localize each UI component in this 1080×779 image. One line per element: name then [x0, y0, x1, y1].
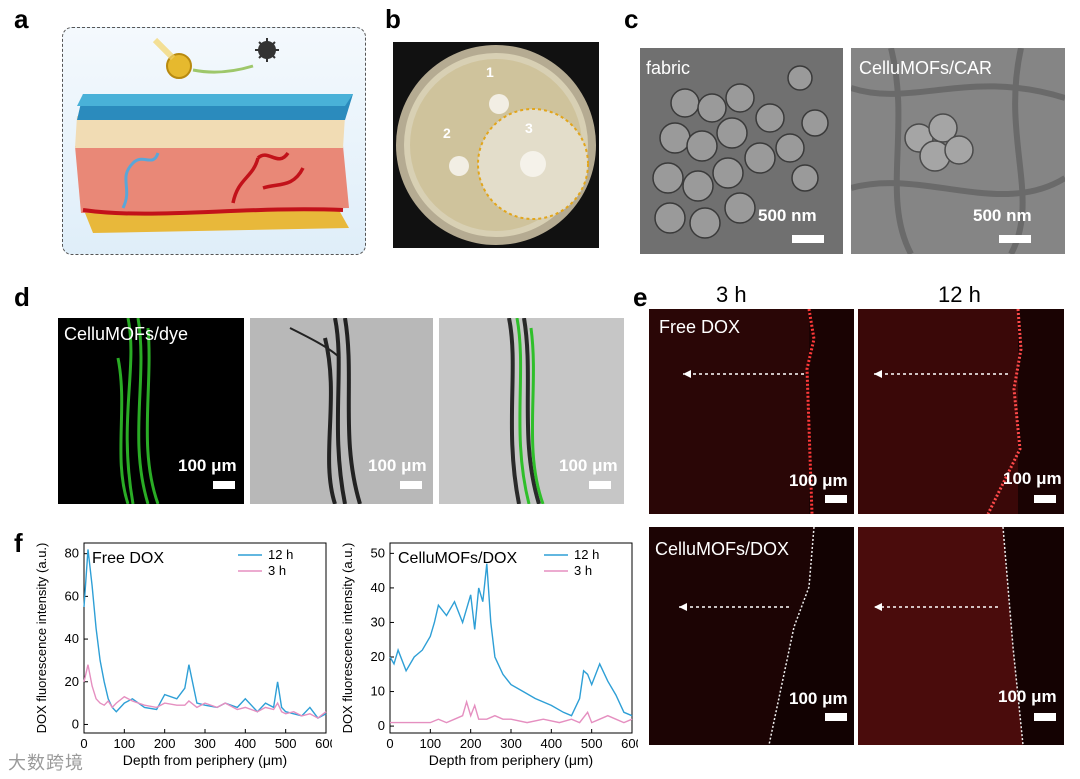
series-line-3h: [83, 664, 327, 719]
x-tick-label: 0: [80, 736, 87, 751]
fluorescence-image: CelluMOFs/dye 100 μm: [58, 318, 244, 504]
y-tick-label: 0: [72, 716, 79, 731]
x-tick-label: 0: [386, 736, 393, 751]
sem-cellumofs-car-image: CelluMOFs/CAR 500 nm: [851, 48, 1065, 254]
sem-cellumofs-car-caption: CelluMOFs/CAR: [859, 58, 993, 78]
sem-fabric-scale-label: 500 nm: [758, 206, 817, 225]
chart-cellumofs-dox: 0 100 200 300 400 500 600 0 10 20 30 40 50 Depth from…: [340, 542, 638, 768]
panel-label-a: a: [14, 4, 29, 34]
x-tick-label: 200: [460, 736, 482, 751]
sem-fabric-caption: fabric: [646, 58, 691, 78]
x-tick-label: 300: [194, 736, 216, 751]
fluorescence-scale-label: 100 μm: [178, 456, 237, 475]
panel-label-d: d: [14, 282, 30, 312]
legend-label: 12 h: [268, 547, 293, 562]
sem-fabric-scale-bar: [792, 235, 824, 243]
chart-title: Free DOX: [92, 550, 164, 567]
free-dox-12h-scale-bar: [1034, 495, 1056, 503]
fluorescence-scale-bar: [213, 481, 235, 489]
series-line-12h: [389, 563, 633, 717]
series-line-3h: [390, 699, 633, 724]
cellumofs-dox-12h-image: 100 μm: [858, 527, 1064, 745]
x-tick-label: 600: [315, 736, 332, 751]
free-dox-caption: Free DOX: [659, 317, 741, 337]
chart-free-dox: 0 100 200 300 400 500 600 0 20 40 60 80 Depth from p…: [34, 542, 332, 768]
sem-fabric-image: fabric 500 nm: [640, 48, 843, 254]
x-tick-label: 400: [234, 736, 256, 751]
y-tick-label: 0: [378, 718, 385, 733]
cellumofs-dox-caption: CelluMOFs/DOX: [655, 539, 790, 559]
cellumofs-dox-3h-scale-bar: [825, 713, 847, 721]
y-tick-label: 30: [371, 614, 385, 629]
bright-field-scale-bar: [400, 481, 422, 489]
plot-frame: [389, 542, 633, 734]
y-tick-label: 20: [65, 674, 79, 689]
bright-field-image: 100 μm: [250, 318, 433, 504]
petri-dish-photo: 1 2 3: [393, 42, 599, 248]
y-tick-label: 40: [371, 580, 385, 595]
x-tick-label: 400: [540, 736, 562, 751]
panel-label-e: e: [633, 282, 648, 312]
col-header-3h: 3 h: [716, 282, 747, 307]
watermark-text: 大数跨境: [8, 753, 84, 773]
sem-cellumofs-car-scale-bar: [999, 235, 1031, 243]
panel-label-b: b: [385, 4, 401, 34]
dish-marker-1: 1: [486, 64, 494, 80]
y-axis-label: DOX fluorescence intensity (a.u.): [34, 543, 49, 734]
sem-cellumofs-car-scale-label: 500 nm: [973, 206, 1032, 225]
dish-marker-2: 2: [443, 125, 451, 141]
x-axis-label: Depth from periphery (μm): [123, 752, 287, 768]
free-dox-3h-scale-bar: [825, 495, 847, 503]
merged-scale-label: 100 μm: [559, 456, 618, 475]
series-line-12h: [83, 549, 327, 719]
dish-marker-3: 3: [525, 120, 533, 136]
y-tick-label: 60: [65, 588, 79, 603]
y-tick-label: 80: [65, 546, 79, 561]
y-tick-label: 40: [65, 631, 79, 646]
merged-image: 100 μm: [439, 318, 624, 504]
cellumofs-dox-12h-scale-label: 100 μm: [998, 687, 1057, 706]
legend-label: 12 h: [574, 547, 599, 562]
x-tick-label: 500: [581, 736, 603, 751]
free-dox-12h-scale-label: 100 μm: [1003, 469, 1062, 488]
legend-label: 3 h: [574, 563, 592, 578]
fluorescence-caption: CelluMOFs/dye: [64, 324, 189, 344]
col-header-12h: 12 h: [938, 282, 981, 307]
y-tick-label: 50: [371, 545, 385, 560]
legend-label: 3 h: [268, 563, 286, 578]
bright-field-scale-label: 100 μm: [368, 456, 427, 475]
free-dox-3h-scale-label: 100 μm: [789, 471, 848, 490]
free-dox-12h-image: 100 μm: [858, 309, 1064, 514]
x-tick-label: 200: [154, 736, 176, 751]
panel-label-c: c: [624, 4, 639, 34]
skin-schematic: [62, 27, 366, 255]
x-tick-label: 300: [500, 736, 522, 751]
cellumofs-dox-3h-image: CelluMOFs/DOX 100 μm: [649, 527, 854, 745]
merged-scale-bar: [589, 481, 611, 489]
x-tick-label: 600: [621, 736, 638, 751]
panel-label-f: f: [14, 528, 23, 558]
cellumofs-dox-3h-scale-label: 100 μm: [789, 689, 848, 708]
cellumofs-dox-12h-scale-bar: [1034, 713, 1056, 721]
chart-title: CelluMOFs/DOX: [398, 550, 517, 567]
y-tick-label: 20: [371, 649, 385, 664]
x-tick-label: 100: [113, 736, 135, 751]
x-tick-label: 500: [275, 736, 297, 751]
y-tick-label: 10: [371, 684, 385, 699]
free-dox-3h-image: Free DOX 100 μm: [649, 309, 854, 514]
x-axis-label: Depth from periphery (μm): [429, 752, 593, 768]
y-axis-label: DOX fluorescence intensity (a.u.): [340, 543, 355, 734]
x-tick-label: 100: [419, 736, 441, 751]
